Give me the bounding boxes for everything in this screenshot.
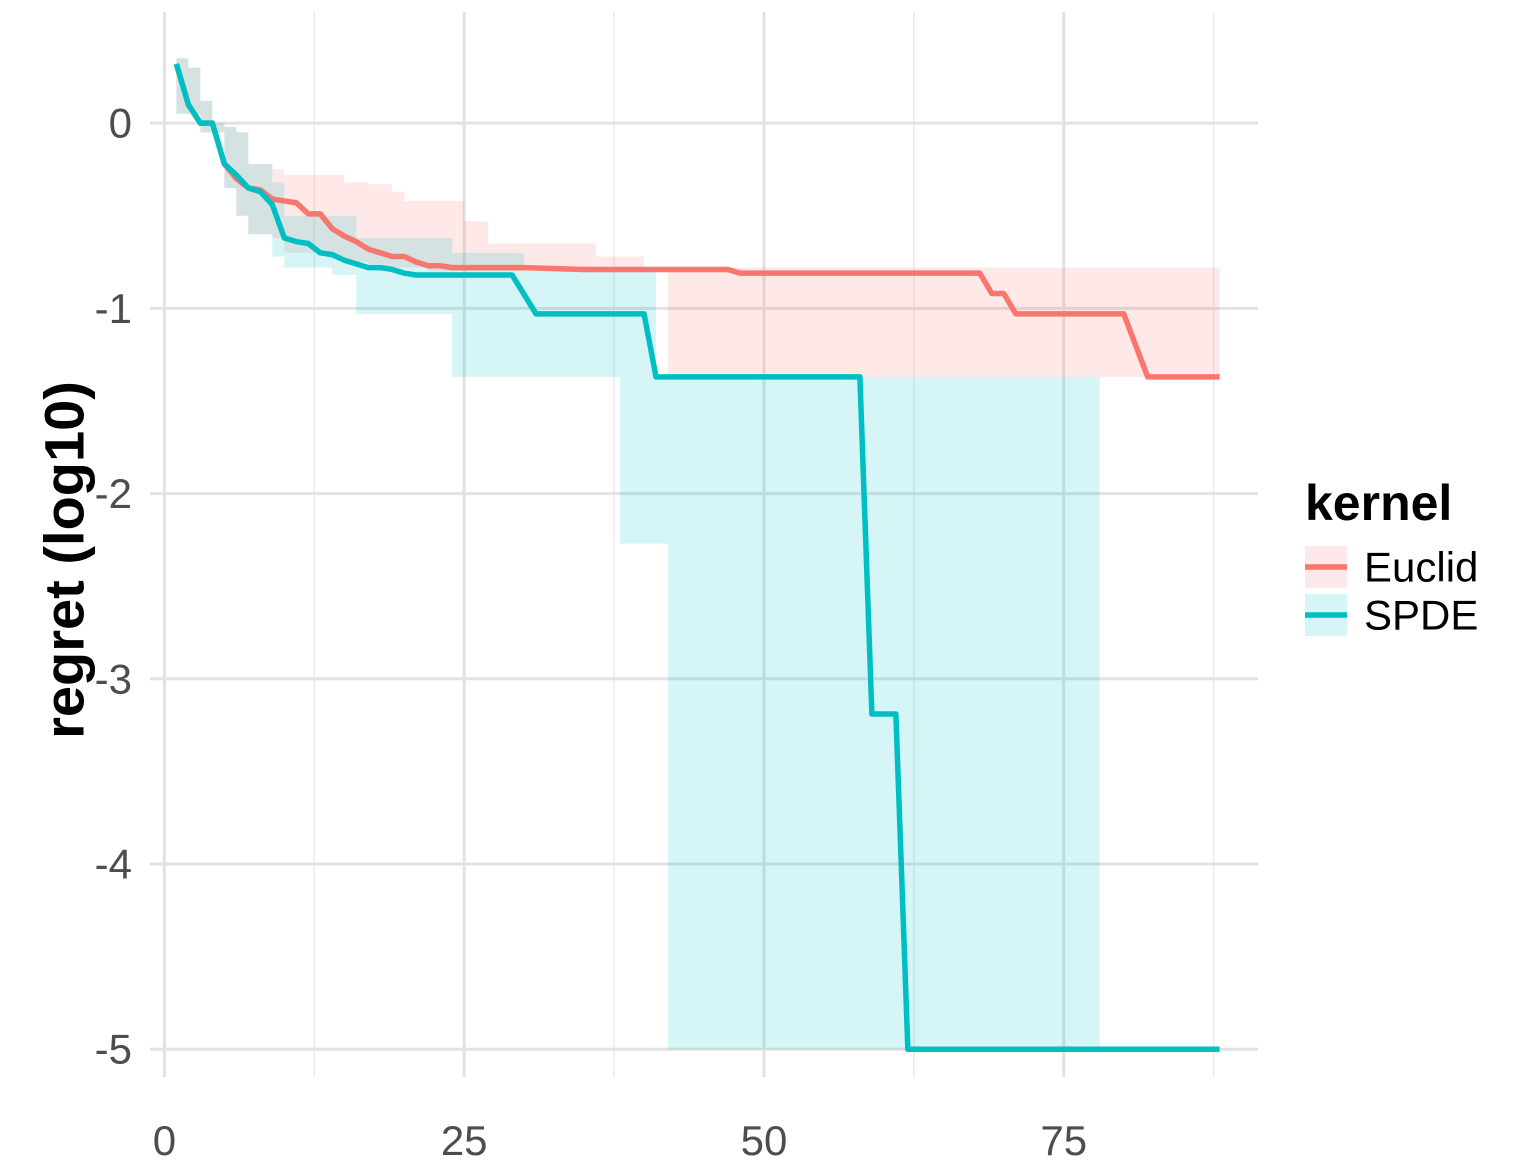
- legend-label-spde: SPDE: [1364, 592, 1478, 639]
- x-tick-label: 25: [441, 1117, 488, 1164]
- legend-label-euclid: Euclid: [1364, 544, 1478, 591]
- legend-title: kernel: [1305, 475, 1452, 531]
- tick-labels: 0 25 50 75 0 -1 -2 -3 -4 -5: [95, 100, 1087, 1164]
- y-tick-label: -5: [95, 1026, 132, 1073]
- grid-minor: [313, 12, 1215, 1077]
- confidence-bands: [176, 58, 1220, 1050]
- series-lines: [173, 63, 1220, 1052]
- band-spde: [176, 58, 1100, 1050]
- x-tick-label: 0: [153, 1117, 176, 1164]
- x-tick-label: 50: [741, 1117, 788, 1164]
- line-spde: [173, 63, 1220, 1052]
- y-tick-label: -4: [95, 841, 132, 888]
- y-tick-label: 0: [109, 100, 132, 147]
- y-axis-title: regret (log10): [33, 381, 96, 739]
- band-euclid: [176, 58, 1220, 1050]
- y-tick-label: -2: [95, 470, 132, 517]
- y-tick-label: -1: [95, 285, 132, 332]
- y-tick-label: -3: [95, 655, 132, 702]
- x-tick-label: 75: [1040, 1117, 1087, 1164]
